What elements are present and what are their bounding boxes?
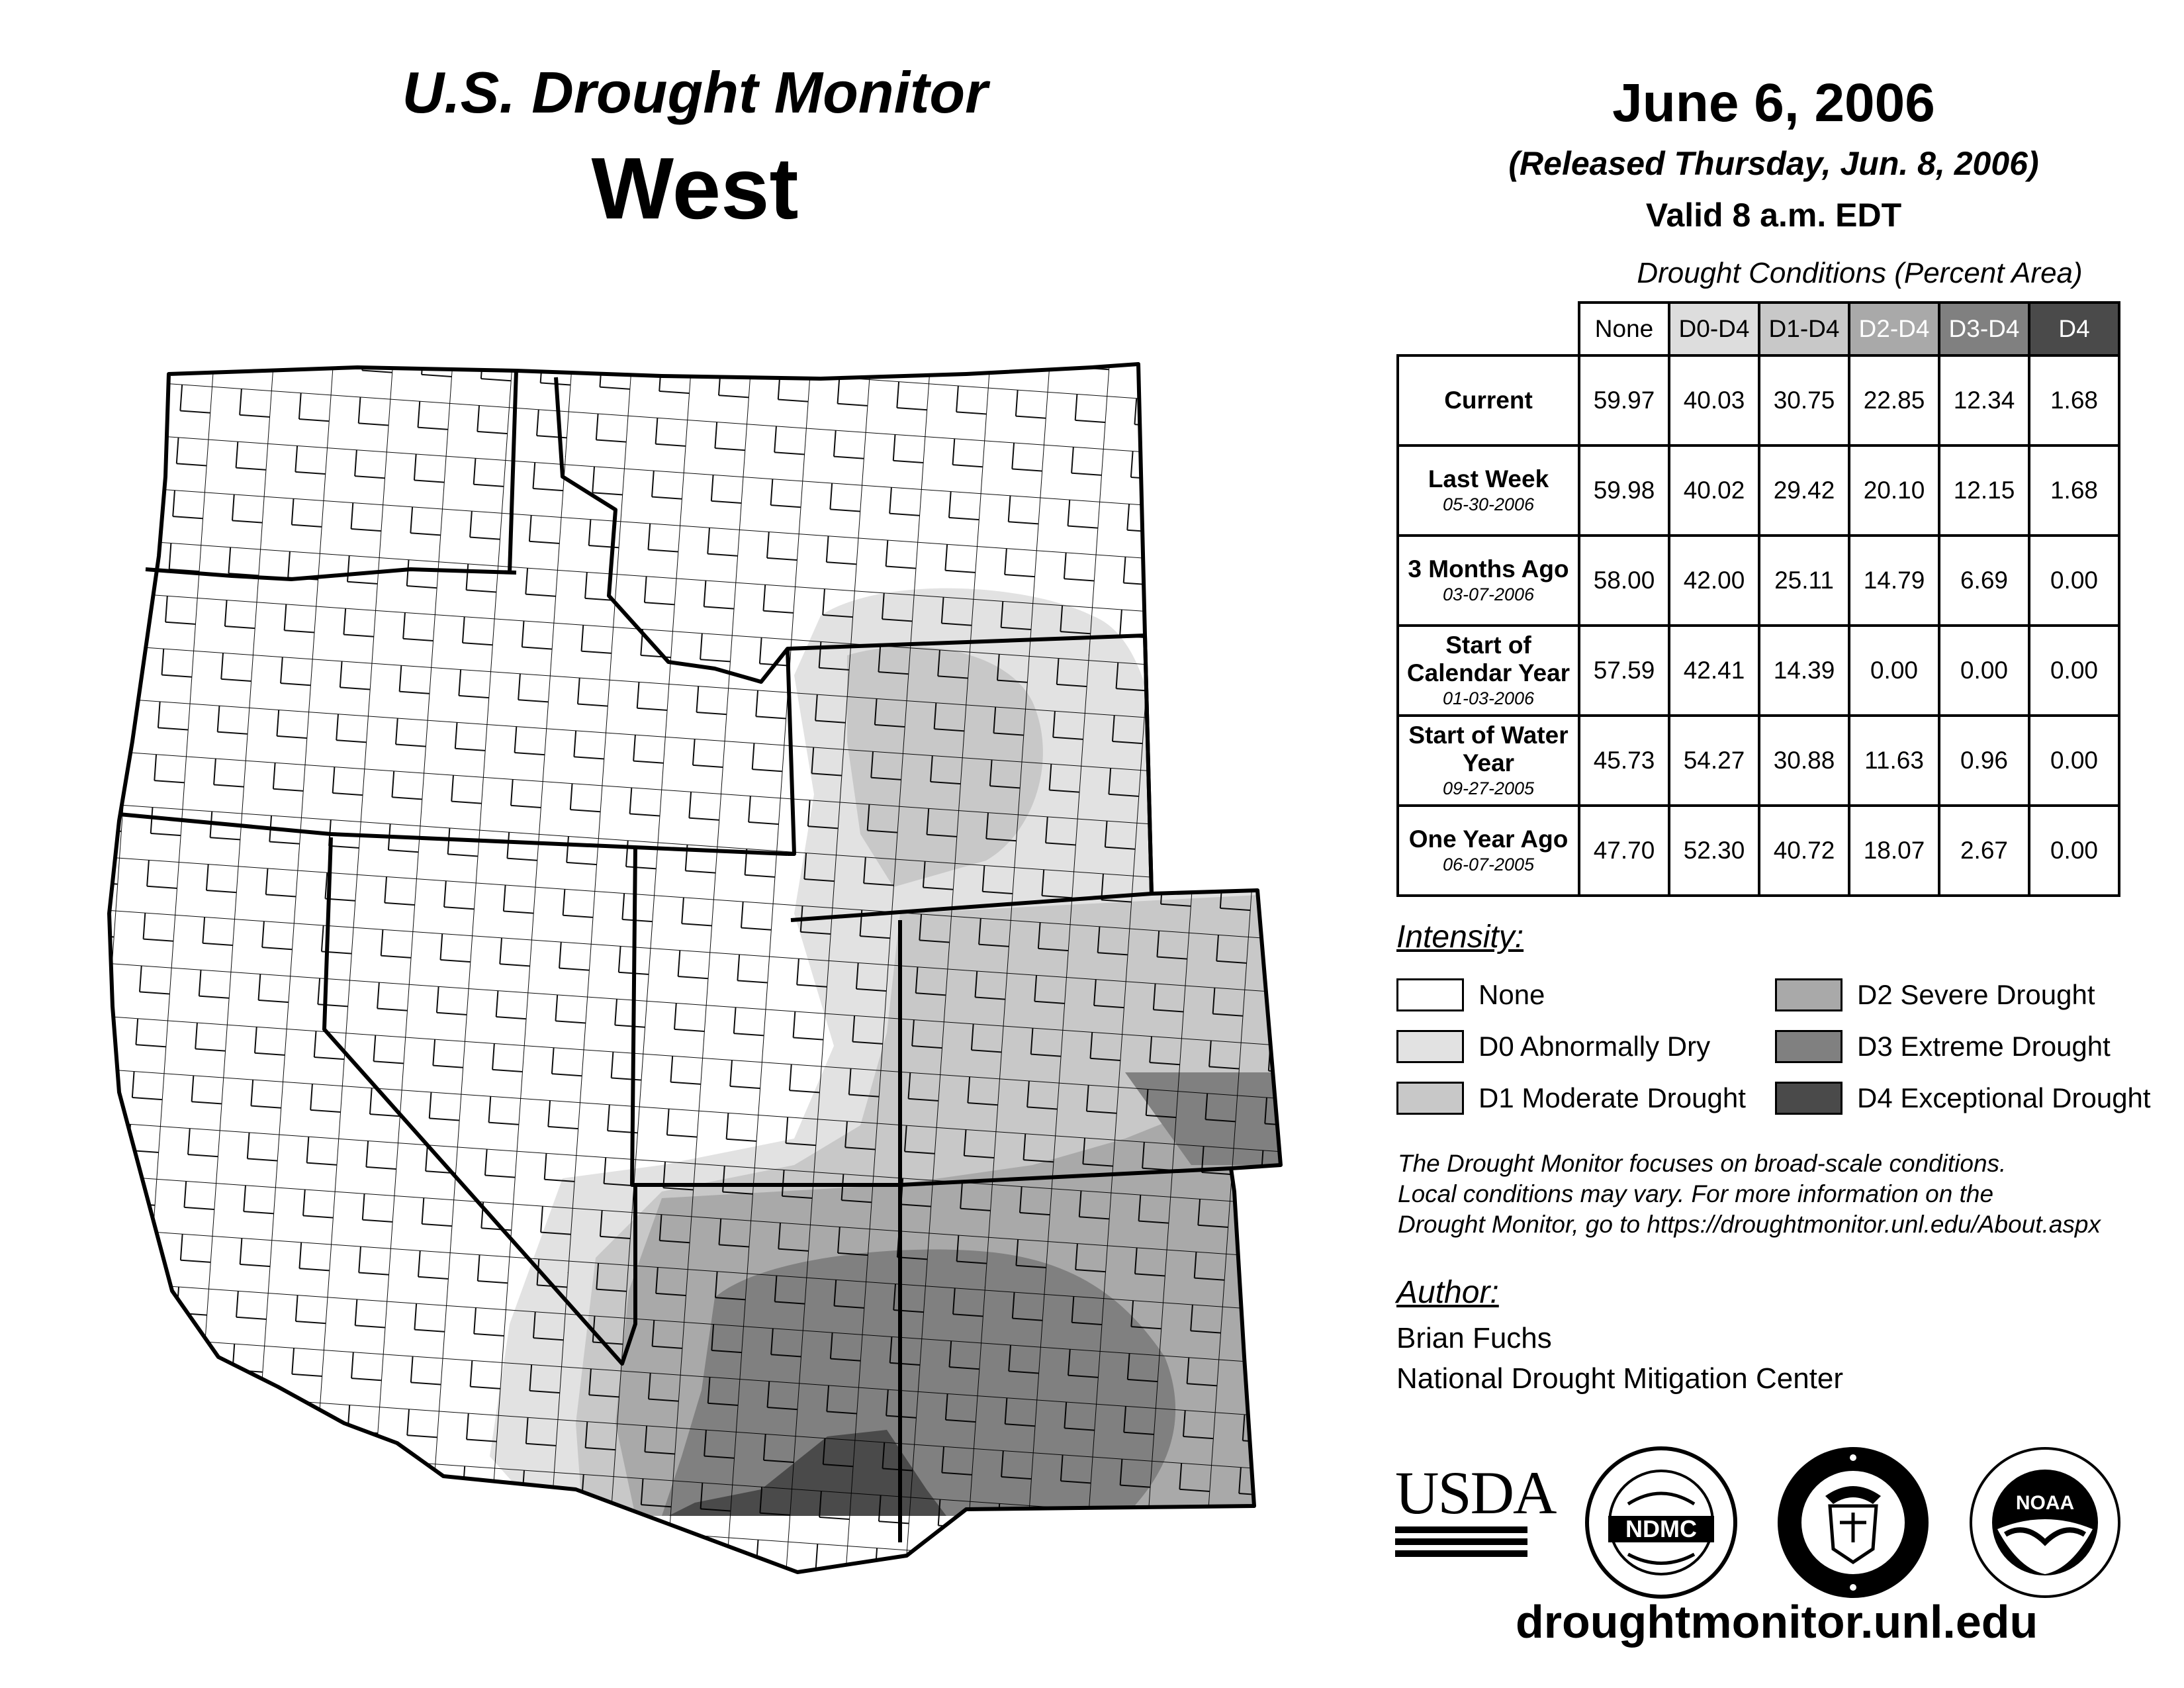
legend-label: D2 Severe Drought xyxy=(1857,979,2095,1010)
date-block: June 6, 2006 (Released Thursday, Jun. 8,… xyxy=(1430,71,2118,234)
noaa-logo: NOAA xyxy=(1970,1447,2120,1598)
row-date: 09-27-2005 xyxy=(1442,778,1535,798)
table-row: Start of Water Year 09-27-2005 45.73 54.2… xyxy=(1396,714,2120,807)
table-cell: 40.02 xyxy=(1668,444,1760,537)
legend-swatch xyxy=(1775,1082,1843,1115)
table-cell: 42.41 xyxy=(1668,624,1760,717)
table-cell: 30.88 xyxy=(1758,714,1850,807)
row-label: 3 Months Ago 03-07-2006 xyxy=(1396,534,1580,627)
table-cell: 0.00 xyxy=(1938,624,2030,717)
table-row: 3 Months Ago 03-07-2006 58.00 42.00 25.11… xyxy=(1396,534,2120,627)
table-cell: 25.11 xyxy=(1758,534,1850,627)
table-cell: 52.30 xyxy=(1668,804,1760,897)
table-cell: 45.73 xyxy=(1578,714,1670,807)
table-cell: 42.00 xyxy=(1668,534,1760,627)
row-label: Start of Water Year 09-27-2005 xyxy=(1396,714,1580,807)
legend-swatch xyxy=(1775,1030,1843,1063)
table-cell: 30.75 xyxy=(1758,354,1850,447)
svg-text:NDMC: NDMC xyxy=(1625,1515,1697,1542)
table-cell: 0.96 xyxy=(1938,714,2030,807)
col-header-d0-d4: D0-D4 xyxy=(1668,301,1760,357)
valid-time: Valid 8 a.m. EDT xyxy=(1645,197,1902,234)
col-header-d3-d4: D3-D4 xyxy=(1938,301,2030,357)
table-cell: 11.63 xyxy=(1848,714,1940,807)
table-cell: 0.00 xyxy=(2028,624,2120,717)
legend-swatch xyxy=(1396,1082,1464,1115)
table-cell: 6.69 xyxy=(1938,534,2030,627)
row-date: 05-30-2006 xyxy=(1442,494,1535,514)
table-header-row: None D0-D4 D1-D4 D2-D4 D3-D4 D4 xyxy=(1398,301,2120,357)
author-title: Author: xyxy=(1396,1275,1499,1310)
author-name: Brian Fuchs xyxy=(1396,1322,1552,1354)
table-row: Start of Calendar Year 01-03-2006 57.59 4… xyxy=(1396,624,2120,717)
website-url[interactable]: droughtmonitor.unl.edu xyxy=(1516,1596,2038,1648)
disclaimer-text: The Drought Monitor focuses on broad-sca… xyxy=(1398,1150,2101,1238)
legend-label: D3 Extreme Drought xyxy=(1857,1031,2111,1062)
table-cell: 2.67 xyxy=(1938,804,2030,897)
table-caption: Drought Conditions (Percent Area) xyxy=(1637,257,2083,289)
table-cell: 47.70 xyxy=(1578,804,1670,897)
col-header-none: None xyxy=(1578,301,1670,357)
row-label: One Year Ago 06-07-2005 xyxy=(1396,804,1580,897)
author-organization: National Drought Mitigation Center xyxy=(1396,1362,1844,1395)
department-of-commerce-seal xyxy=(1778,1447,1929,1598)
title-block: U.S. Drought Monitor West xyxy=(344,60,1046,238)
table-row: Last Week 05-30-2006 59.98 40.02 29.42 20… xyxy=(1396,444,2120,537)
table-cell: 29.42 xyxy=(1758,444,1850,537)
product-title: U.S. Drought Monitor xyxy=(402,60,988,125)
table-cell: 59.98 xyxy=(1578,444,1670,537)
drought-stats-table: None D0-D4 D1-D4 D2-D4 D3-D4 D4 Current … xyxy=(1396,301,2120,897)
row-date: 03-07-2006 xyxy=(1442,585,1535,604)
table-row: Current 59.97 40.03 30.75 22.85 12.34 1.… xyxy=(1396,354,2120,447)
legend-label: None xyxy=(1479,979,1545,1010)
table-cell: 14.79 xyxy=(1848,534,1940,627)
table-cell: 57.59 xyxy=(1578,624,1670,717)
table-cell: 0.00 xyxy=(1848,624,1940,717)
ndmc-logo: NDMC xyxy=(1585,1446,1737,1599)
table-cell: 0.00 xyxy=(2028,804,2120,897)
legend-label: D4 Exceptional Drought xyxy=(1857,1082,2151,1113)
table-cell: 40.72 xyxy=(1758,804,1850,897)
row-label: Last Week 05-30-2006 xyxy=(1396,444,1580,537)
table-cell: 54.27 xyxy=(1668,714,1760,807)
table-cell: 20.10 xyxy=(1848,444,1940,537)
table-cell: 0.00 xyxy=(2028,714,2120,807)
table-cell: 0.00 xyxy=(2028,534,2120,627)
row-date: 06-07-2005 xyxy=(1442,855,1535,874)
legend-swatch xyxy=(1396,978,1464,1011)
table-cell: 1.68 xyxy=(2028,354,2120,447)
table-cell: 58.00 xyxy=(1578,534,1670,627)
row-label: Start of Calendar Year 01-03-2006 xyxy=(1396,624,1580,717)
row-date: 01-03-2006 xyxy=(1442,688,1535,708)
col-header-d2-d4: D2-D4 xyxy=(1848,301,1940,357)
legend-label: D1 Moderate Drought xyxy=(1479,1082,1746,1113)
table-cell: 40.03 xyxy=(1668,354,1760,447)
legend-label: D0 Abnormally Dry xyxy=(1479,1031,1711,1062)
usda-logo: USDA xyxy=(1395,1462,1557,1562)
table-cell: 12.15 xyxy=(1938,444,2030,537)
col-header-d4: D4 xyxy=(2028,301,2120,357)
legend-swatch xyxy=(1396,1030,1464,1063)
table-row: One Year Ago 06-07-2005 47.70 52.30 40.72… xyxy=(1396,804,2120,897)
svg-text:NOAA: NOAA xyxy=(2016,1492,2074,1514)
table-cell: 22.85 xyxy=(1848,354,1940,447)
map-date: June 6, 2006 xyxy=(1612,73,1935,133)
table-cell: 1.68 xyxy=(2028,444,2120,537)
legend-swatch xyxy=(1775,978,1843,1011)
table-cell: 18.07 xyxy=(1848,804,1940,897)
table-cell: 59.97 xyxy=(1578,354,1670,447)
table-cell: 12.34 xyxy=(1938,354,2030,447)
region-title: West xyxy=(591,140,799,237)
row-label: Current xyxy=(1396,354,1580,447)
table-cell: 14.39 xyxy=(1758,624,1850,717)
col-header-d1-d4: D1-D4 xyxy=(1758,301,1850,357)
legend-title: Intensity: xyxy=(1396,919,1524,955)
release-note: (Released Thursday, Jun. 8, 2006) xyxy=(1508,145,2039,182)
